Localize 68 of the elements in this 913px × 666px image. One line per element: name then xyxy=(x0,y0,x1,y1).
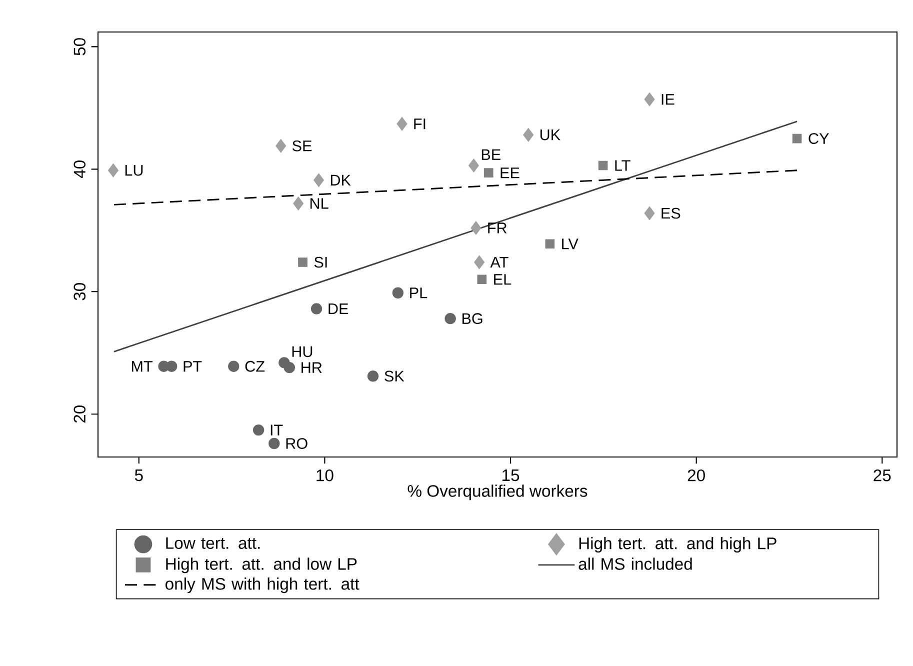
point xyxy=(392,287,404,298)
annotation: MT xyxy=(132,361,152,372)
x-tick-label: 10 xyxy=(316,469,334,482)
point xyxy=(367,370,379,382)
annotation: FI xyxy=(414,118,426,130)
annotation: IT xyxy=(270,424,283,436)
annotation: LV xyxy=(562,238,578,250)
point xyxy=(644,206,655,220)
annotation: BE xyxy=(482,149,500,160)
point xyxy=(313,173,324,188)
point xyxy=(468,158,479,172)
x-axis-title: % Overqualified workers xyxy=(408,484,588,500)
annotation: IE xyxy=(662,94,674,105)
legend-label: High tert. att. and high LP xyxy=(579,537,776,553)
point xyxy=(228,360,240,372)
point xyxy=(396,116,408,131)
annotation: ES xyxy=(662,208,680,219)
point xyxy=(444,312,456,324)
y-tick-label: 30 xyxy=(74,283,86,300)
point xyxy=(108,163,119,178)
annotation: CY xyxy=(808,133,829,144)
point xyxy=(792,134,802,144)
annotation: BG xyxy=(462,313,482,324)
point xyxy=(298,258,308,267)
y-tick-label: 20 xyxy=(74,406,86,423)
point xyxy=(644,92,655,106)
x-tick-label: 15 xyxy=(502,469,520,482)
point xyxy=(293,196,304,210)
annotation: LT xyxy=(615,160,630,171)
annotation: HU xyxy=(292,346,312,358)
point xyxy=(474,255,485,270)
point xyxy=(252,424,264,436)
point xyxy=(598,160,608,170)
point xyxy=(470,221,482,235)
legend-label: only MS with high tert. att xyxy=(166,578,360,594)
annotation: FR xyxy=(488,222,507,234)
annotation: DK xyxy=(330,174,351,186)
annotation: EE xyxy=(500,168,520,178)
annotation: CZ xyxy=(245,360,265,372)
point xyxy=(477,274,487,284)
point xyxy=(523,128,534,142)
legend-label: High tert. att. and low LP xyxy=(166,558,357,574)
point xyxy=(484,168,494,178)
point xyxy=(268,438,280,450)
y-tick-label: 40 xyxy=(74,160,86,178)
x-tick-label: 5 xyxy=(134,469,143,482)
annotation: DE xyxy=(328,304,348,314)
annotation: NL xyxy=(310,198,328,209)
annotation: PT xyxy=(184,361,202,372)
annotation: SI xyxy=(314,256,327,268)
legend-label: all MS included xyxy=(578,558,692,570)
annotation: AT xyxy=(490,256,508,268)
legend-label: Low tert. att. xyxy=(166,537,260,549)
point xyxy=(276,138,286,153)
annotation: RO xyxy=(286,438,308,449)
annotation: SE xyxy=(292,140,312,152)
point xyxy=(545,239,555,249)
x-tick-label: 25 xyxy=(874,469,891,482)
annotation: LU xyxy=(125,165,143,176)
point xyxy=(284,362,295,374)
annotation: UK xyxy=(540,130,560,140)
annotation: PL xyxy=(410,288,428,298)
annotation: HR xyxy=(302,362,322,373)
y-tick-label: 50 xyxy=(74,38,86,56)
point xyxy=(310,303,322,314)
annotation: EL xyxy=(494,274,512,285)
x-tick-label: 20 xyxy=(688,469,705,482)
annotation: SK xyxy=(384,370,404,382)
